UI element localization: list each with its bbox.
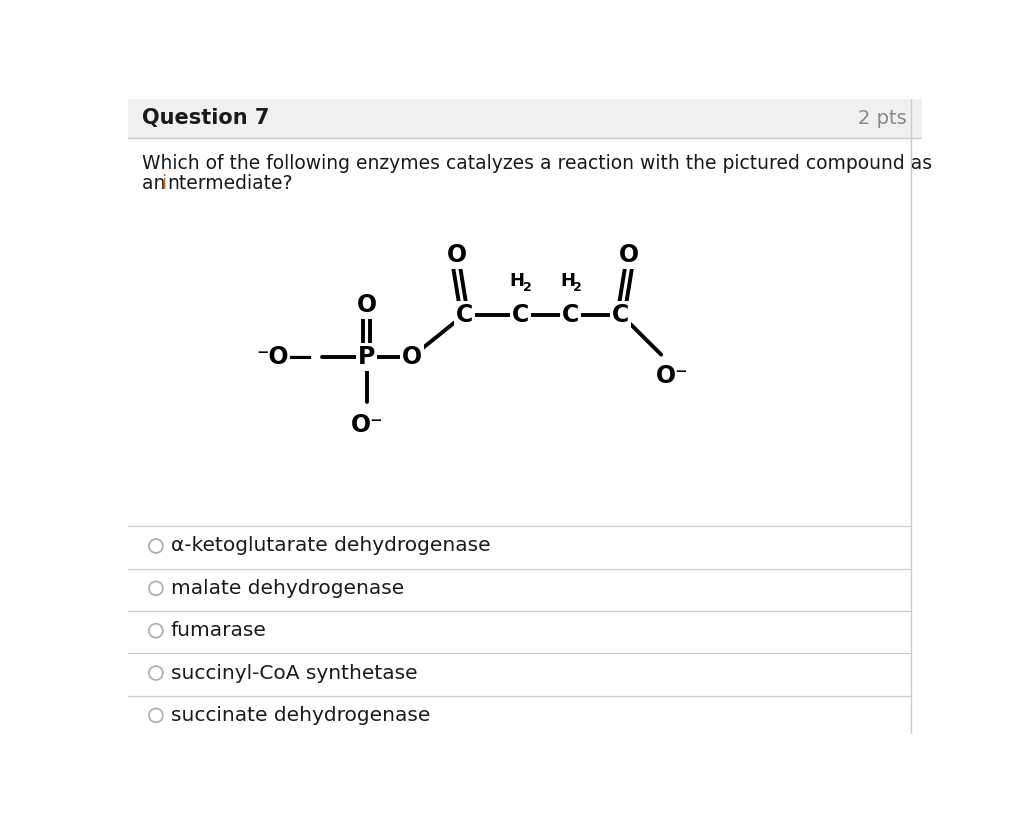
Text: H: H <box>510 272 524 290</box>
Text: O⁻: O⁻ <box>655 364 688 388</box>
Text: 2: 2 <box>573 280 582 294</box>
Circle shape <box>148 582 163 596</box>
Text: O: O <box>446 243 467 267</box>
Circle shape <box>148 539 163 553</box>
Text: ⁻O—: ⁻O— <box>256 345 312 369</box>
Text: an: an <box>142 174 171 193</box>
Text: malate dehydrogenase: malate dehydrogenase <box>171 579 403 598</box>
Text: succinyl-CoA synthetase: succinyl-CoA synthetase <box>171 663 417 682</box>
Text: O⁻: O⁻ <box>350 413 383 437</box>
Text: P: P <box>358 345 376 369</box>
Circle shape <box>148 624 163 638</box>
Text: 2: 2 <box>522 280 531 294</box>
Text: C: C <box>456 303 473 327</box>
Bar <box>128 99 922 138</box>
Text: Question 7: Question 7 <box>142 108 269 128</box>
Circle shape <box>148 666 163 680</box>
Text: succinate dehydrogenase: succinate dehydrogenase <box>171 706 430 725</box>
Text: O: O <box>618 243 639 267</box>
Text: C: C <box>512 303 528 327</box>
Text: H: H <box>560 272 574 290</box>
Text: Which of the following enzymes catalyzes a reaction with the pictured compound a: Which of the following enzymes catalyzes… <box>142 154 932 173</box>
Text: O: O <box>356 294 377 318</box>
Text: ntermediate?: ntermediate? <box>168 174 293 193</box>
Text: fumarase: fumarase <box>171 621 266 640</box>
Text: α-ketoglutarate dehydrogenase: α-ketoglutarate dehydrogenase <box>171 536 490 555</box>
Text: C: C <box>612 303 630 327</box>
Text: i: i <box>162 174 167 193</box>
Circle shape <box>148 709 163 723</box>
Text: 2 pts: 2 pts <box>858 109 907 128</box>
Text: O: O <box>401 345 422 369</box>
Text: C: C <box>562 303 580 327</box>
